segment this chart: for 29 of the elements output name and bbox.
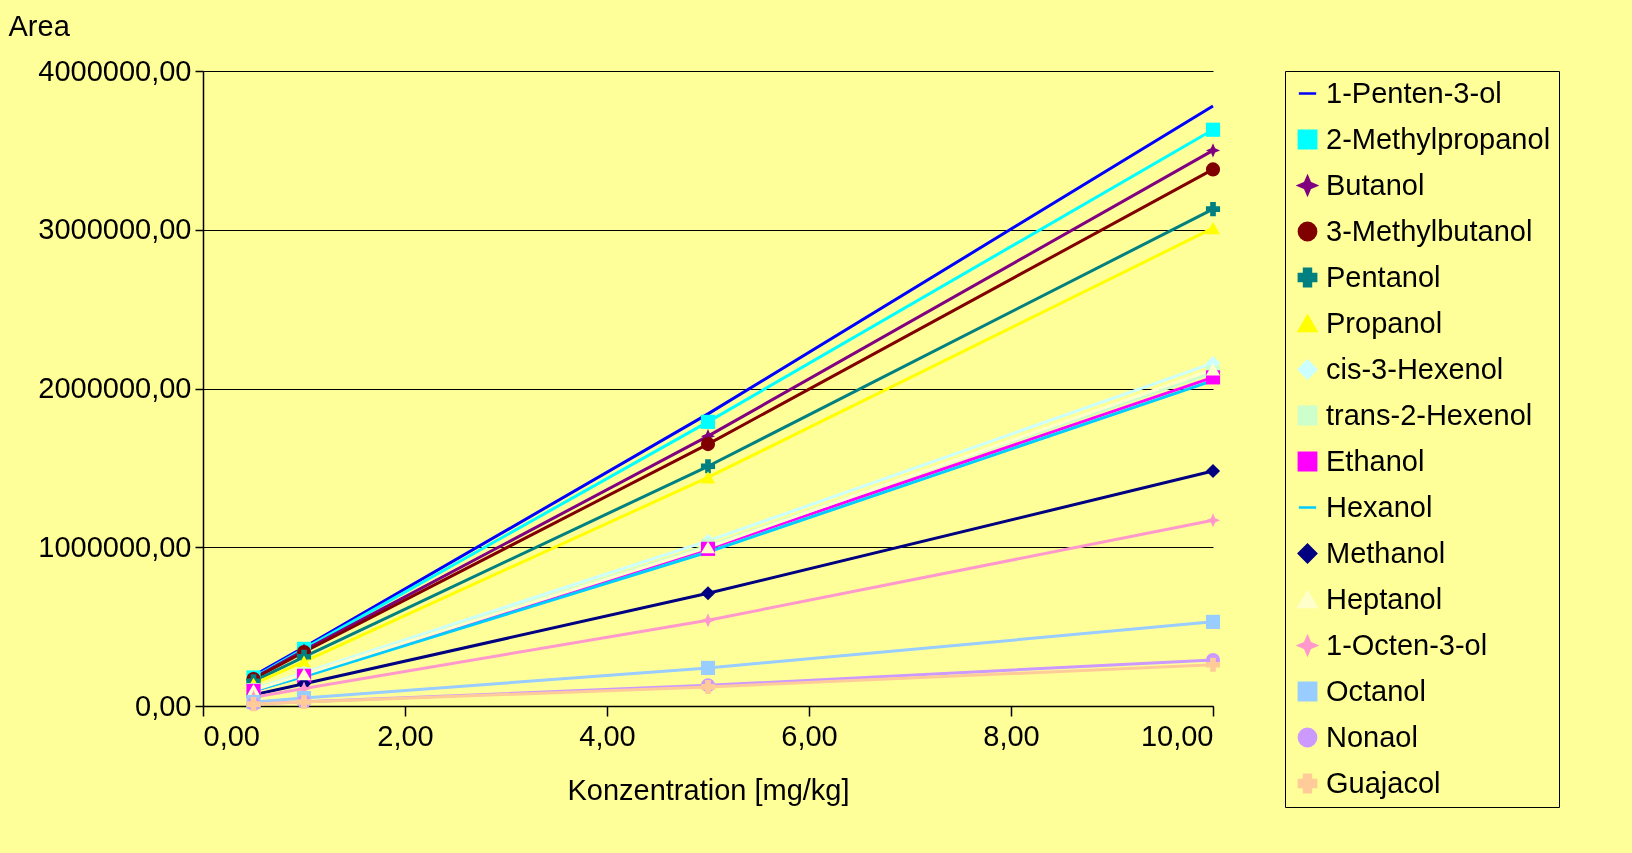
legend-label: Guajacol bbox=[1326, 766, 1441, 799]
legend-label: Ethanol bbox=[1326, 444, 1425, 477]
legend-label: Propanol bbox=[1326, 306, 1443, 339]
legend-label: 2-Methylpropanol bbox=[1326, 122, 1551, 155]
legend-label: Nonaol bbox=[1326, 720, 1418, 753]
legend-label: Hexanol bbox=[1326, 490, 1433, 523]
y-tick-label: 2000000,00 bbox=[38, 372, 192, 404]
x-axis-title: Konzentration [mg/kg] bbox=[567, 773, 850, 806]
legend-label: Pentanol bbox=[1326, 260, 1441, 293]
legend-label: cis-3-Hexenol bbox=[1326, 352, 1504, 385]
x-tick-label: 6,00 bbox=[781, 719, 838, 752]
legend-label: Methanol bbox=[1326, 536, 1446, 569]
legend-label: trans-2-Hexenol bbox=[1326, 398, 1533, 431]
legend-label: 1-Penten-3-ol bbox=[1326, 76, 1502, 109]
x-tick-label: 8,00 bbox=[983, 719, 1040, 752]
legend-label: Butanol bbox=[1326, 168, 1425, 201]
x-tick-label: 2,00 bbox=[377, 719, 434, 752]
legend-label: 1-Octen-3-ol bbox=[1326, 628, 1488, 661]
y-axis-title: Area bbox=[8, 9, 71, 42]
x-tick-label: 10,00 bbox=[1140, 719, 1214, 752]
y-tick-label: 1000000,00 bbox=[38, 530, 192, 563]
legend-label: Heptanol bbox=[1326, 582, 1443, 615]
legend-label: Octanol bbox=[1326, 674, 1426, 707]
x-tick-label: 4,00 bbox=[579, 719, 636, 752]
legend-label: 3-Methylbutanol bbox=[1326, 214, 1533, 247]
y-tick-label: 0,00 bbox=[135, 689, 192, 722]
x-tick-label: 0,00 bbox=[203, 719, 260, 752]
y-tick-label: 3000000,00 bbox=[38, 213, 192, 246]
y-tick-label: 4000000,00 bbox=[38, 54, 192, 87]
